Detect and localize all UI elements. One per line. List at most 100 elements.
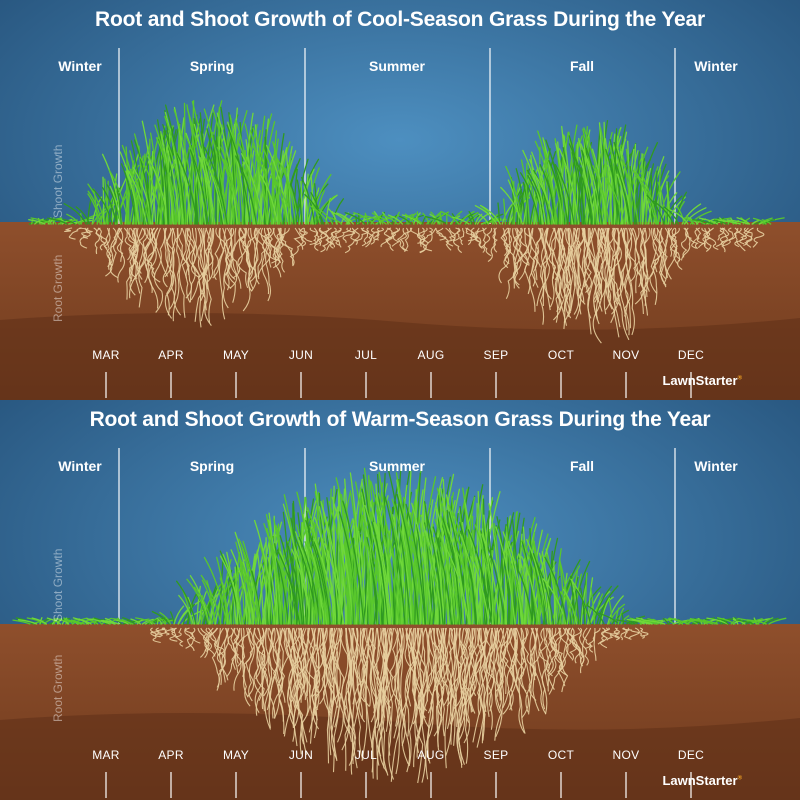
brand-mark: ® xyxy=(737,775,742,782)
grass-blade xyxy=(474,205,498,225)
grass-blade xyxy=(31,617,48,625)
root-strand xyxy=(734,227,749,248)
grass-blade xyxy=(676,206,685,225)
grass-blade xyxy=(689,619,714,625)
grass-blade xyxy=(112,618,134,625)
grass-blade xyxy=(500,186,524,225)
root-strand xyxy=(296,627,311,755)
root-strand xyxy=(318,227,329,253)
grass-blade xyxy=(344,212,366,225)
root-strand xyxy=(528,627,535,715)
root-strand xyxy=(289,227,304,267)
grass-blade xyxy=(109,617,120,625)
grass-blade xyxy=(260,174,279,225)
grass-blade xyxy=(119,151,140,225)
grass-blade xyxy=(219,559,224,625)
grass-blade xyxy=(324,543,345,625)
root-strand xyxy=(313,627,328,716)
month-label: NOV xyxy=(612,748,640,762)
root-strand xyxy=(671,227,683,271)
month-label: MAR xyxy=(92,748,120,762)
root-strand xyxy=(301,227,313,243)
root-strand xyxy=(116,227,124,262)
root-strand xyxy=(280,227,294,256)
grass-blade xyxy=(193,586,213,625)
grass-blade xyxy=(273,518,288,625)
root-strand xyxy=(505,227,522,300)
grass-blade xyxy=(587,577,594,625)
grass-blade xyxy=(265,144,290,225)
root-strand xyxy=(450,627,470,745)
grass-blade xyxy=(102,176,105,225)
root-strand xyxy=(128,227,138,282)
grass-blade xyxy=(216,112,238,225)
grass-blade xyxy=(17,619,38,625)
root-strand xyxy=(174,627,184,647)
root-strand xyxy=(583,227,592,319)
root-growth-label: Root Growth xyxy=(51,254,65,322)
root-strand xyxy=(64,227,73,233)
root-strand xyxy=(276,227,282,258)
grass-blade xyxy=(141,120,157,225)
root-strand xyxy=(440,627,452,710)
grass-blade xyxy=(188,147,201,225)
root-strand xyxy=(416,627,433,758)
season-label-fall: Fall xyxy=(569,58,595,74)
grass-blade xyxy=(116,164,140,225)
grass-blade xyxy=(206,128,223,225)
season-label-spring: Spring xyxy=(189,58,235,74)
grass-blade xyxy=(235,155,257,225)
root-strand xyxy=(344,227,360,254)
root-strand xyxy=(520,627,530,719)
grass-blade xyxy=(416,523,427,625)
brand-logo: LawnStarter® xyxy=(662,773,742,788)
grass-blade xyxy=(552,161,569,225)
root-strand xyxy=(518,227,534,281)
grass-blade xyxy=(404,521,420,625)
grass-blade xyxy=(424,216,448,225)
root-strand xyxy=(151,227,169,277)
root-strand xyxy=(189,227,198,303)
root-strand xyxy=(497,627,509,695)
grass-blade xyxy=(706,218,715,225)
grass-blade xyxy=(252,145,276,225)
root-strand xyxy=(539,227,548,325)
grass-blade xyxy=(652,200,675,225)
root-strand xyxy=(272,627,284,719)
grass-blade xyxy=(124,164,148,225)
season-label-winter-2: Winter xyxy=(694,458,738,474)
root-strand xyxy=(387,627,402,727)
grass-blade xyxy=(561,125,569,225)
grass-blade xyxy=(590,587,596,625)
grass-blade xyxy=(304,530,323,625)
grass-blade xyxy=(752,217,767,225)
root-strand xyxy=(611,227,629,315)
grass-blade xyxy=(557,559,581,625)
root-strand xyxy=(164,227,172,278)
grass-blade xyxy=(406,523,424,625)
root-strand xyxy=(197,627,212,659)
root-strand xyxy=(329,627,343,701)
root-strand xyxy=(577,227,591,302)
root-strand xyxy=(181,227,191,303)
grass-blade xyxy=(396,484,408,625)
root-strand xyxy=(370,227,384,245)
grass-blade xyxy=(632,169,657,225)
root-strand xyxy=(421,627,428,723)
grass-blade xyxy=(235,119,256,225)
grass-blade xyxy=(596,585,619,625)
grass-blade xyxy=(509,563,526,625)
root-strand xyxy=(258,227,272,268)
brand-mark: ® xyxy=(737,375,742,382)
grass-blade xyxy=(196,585,201,625)
grass-blade xyxy=(471,529,475,625)
root-strand xyxy=(476,627,486,715)
grass-blade xyxy=(377,216,392,225)
grass-blade xyxy=(609,133,616,225)
root-strand xyxy=(290,627,306,701)
month-label: APR xyxy=(158,348,184,362)
root-strand xyxy=(514,227,530,266)
grass-blade xyxy=(394,211,400,225)
root-strand xyxy=(570,227,579,312)
